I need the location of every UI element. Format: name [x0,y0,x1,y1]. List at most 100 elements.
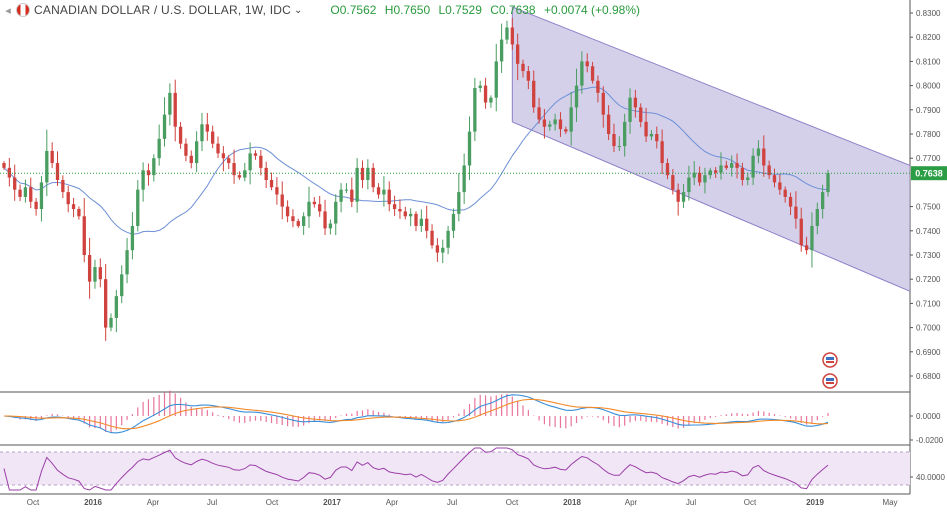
x-tick-label: Oct [266,498,279,507]
candle-body [499,39,504,62]
candle-body [275,187,279,195]
symbol-title[interactable]: CANADIAN DOLLAR / U.S. DOLLAR, 1W, IDC [34,3,291,17]
candle-body [312,201,316,205]
candle-body [93,267,97,282]
candle-body [542,119,547,127]
ohlc-values: O0.7562 H0.7650 L0.7529 C0.7638 +0.0074 … [330,3,645,17]
candle-body [77,209,81,217]
candle-body [762,148,766,166]
x-tick-label: May [882,498,897,507]
y-tick-label: 0.6800 [916,372,941,381]
high-value: H0.7650 [384,3,431,17]
candle-body [665,163,670,176]
y-tick-label: 0.7300 [916,251,941,260]
candle-body [788,196,793,207]
candle-body [205,124,209,132]
candle-body [804,245,809,251]
candle-body [55,163,60,180]
price-axis[interactable]: 0.8300 0.8200 0.8100 0.8000 0.7900 0.7800 0.77… [910,9,941,381]
macd-y-tick-label: -0.0200 [916,436,944,445]
channel-upper-line [512,6,911,166]
candle-body [778,182,782,190]
candle-body [376,187,381,195]
candle-body [291,216,295,222]
candle-body [425,218,429,231]
x-tick-label: 2018 [563,498,581,507]
candle-body [767,165,771,176]
candle-body [820,192,825,210]
event-markers[interactable] [822,352,838,389]
candle-body [194,141,199,164]
candle-body [446,230,450,248]
x-tick-label: Apr [147,498,160,507]
collapse-icon[interactable]: ◂ [5,4,11,17]
x-tick-label: Oct [27,498,40,507]
candle-body [382,189,386,195]
candle-body [692,172,696,178]
candle-body [473,88,477,132]
candle-body [660,141,664,164]
candle-body [61,179,65,193]
candle-body [125,250,129,275]
candle-body [152,158,156,176]
candle-body [713,170,718,173]
candle-body [826,173,830,193]
candle-body [558,119,563,130]
y-tick-label: 0.7800 [916,130,941,139]
x-tick-label: 2017 [323,498,341,507]
candle-body [23,187,28,197]
candle-body [334,201,338,224]
candle-body [130,225,135,251]
candlestick-series [2,17,830,341]
candle-body [50,150,54,164]
candle-body [708,170,712,176]
y-tick-label: 0.7900 [916,106,941,115]
candle-body [569,107,573,132]
candle-body [612,134,616,147]
macd-pane[interactable]: 0.0000 -0.0200 [3,390,944,445]
candle-body [451,213,456,231]
candle-body [494,61,498,98]
candle-body [655,134,659,142]
x-tick-label: Jul [686,498,696,507]
candle-body [617,146,621,148]
y-tick-label: 0.8200 [916,33,941,42]
candle-body [71,204,76,210]
change-value: +0.0074 (+0.98%) [543,3,641,17]
candle-body [328,223,333,229]
last-price-line: 0.7638 [0,166,947,181]
candle-body [301,216,306,226]
candle-body [756,148,761,156]
time-axis[interactable]: Oct 2016 Apr Jul Oct 2017 Apr Jul Oct 2018 Apr Jul O… [27,498,898,507]
candle-body [269,179,274,188]
flag-stripe [826,361,834,363]
candle-body [419,218,424,226]
y-tick-label: 0.8300 [916,9,941,18]
rsi-pane[interactable]: 40.0000 [0,447,945,491]
parallel-channel[interactable] [511,6,911,292]
candle-body [178,126,183,144]
candle-body [339,189,343,202]
price-grid [0,0,911,495]
candle-body [532,80,536,108]
last-price-tag: 0.7638 [915,169,943,179]
flag-stripe [826,382,834,384]
chart-header: ◂ CANADIAN DOLLAR / U.S. DOLLAR, 1W, IDC… [0,0,645,20]
candle-body [350,189,354,202]
candle-body [671,175,675,190]
candle-body [248,153,252,171]
candle-body [157,138,161,159]
y-tick-label: 0.7000 [916,324,941,333]
low-value: L0.7529 [438,3,482,17]
candle-body [510,27,514,45]
candle-body [87,255,92,282]
candle-body [296,221,300,226]
event-flag-icon [822,352,838,368]
candle-body [173,92,177,127]
candle-body [810,225,814,251]
candle-body [355,167,359,202]
chevron-down-icon[interactable]: ⌄ [294,4,303,16]
candle-body [398,209,402,212]
candle-body [414,213,418,226]
